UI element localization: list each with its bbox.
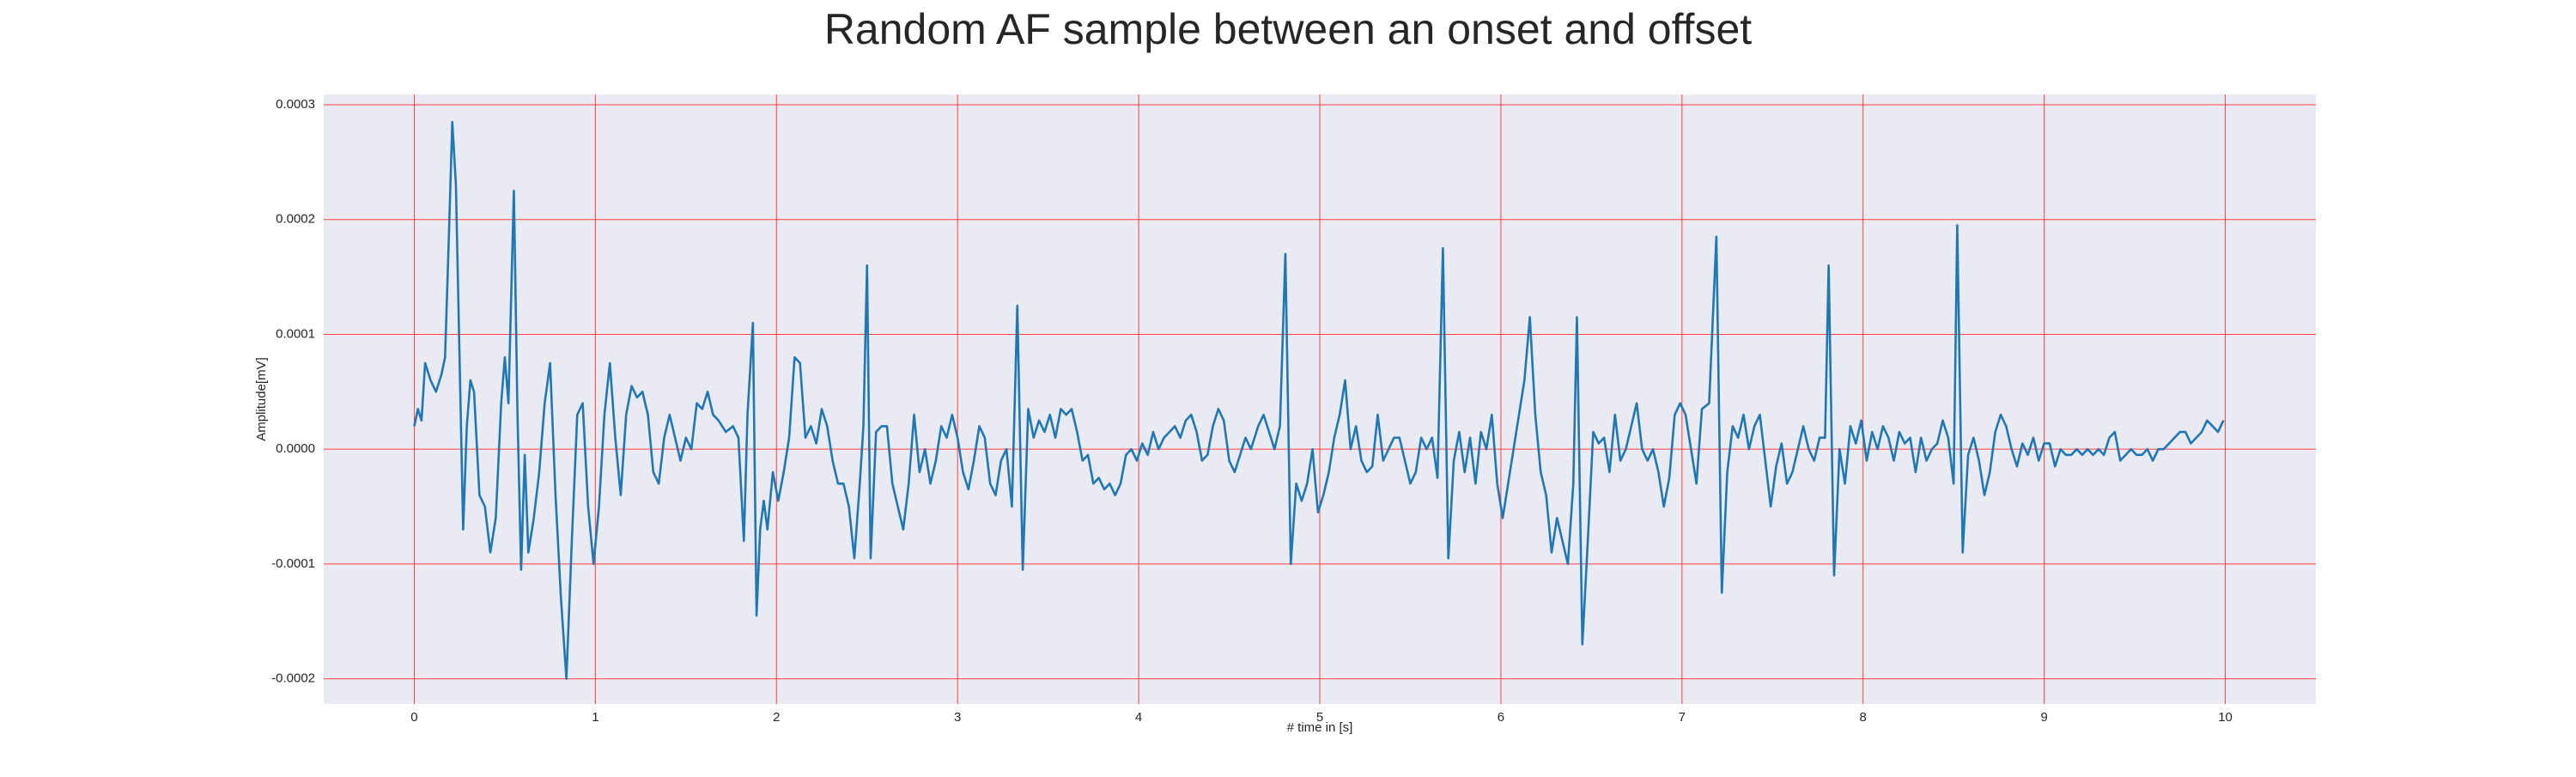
x-tick-label: 6: [1498, 710, 1504, 725]
x-tick-label: 3: [954, 710, 961, 725]
marks: [413, 120, 2225, 680]
x-tick-label: 5: [1316, 710, 1323, 725]
y-tick-label: 0.0003: [276, 97, 315, 112]
x-tick-label: 1: [592, 710, 598, 725]
y-tick-label: 0.0002: [276, 212, 315, 227]
x-tick-label: 4: [1135, 710, 1142, 725]
y-tick-label: 0.0001: [276, 326, 315, 341]
grid: [324, 94, 2316, 704]
x-tick-label: 8: [1860, 710, 1867, 725]
x-tick-label: 7: [1679, 710, 1686, 725]
chart-title: Random AF sample between an onset and of…: [824, 5, 1752, 53]
x-tick-label: 2: [773, 710, 780, 725]
y-tick-label: 0.0000: [276, 441, 315, 456]
signal-line: [413, 120, 2225, 680]
x-tick-label: 9: [2040, 710, 2047, 725]
y-axis-label: Amplitude[mV]: [254, 357, 269, 441]
y-tick-label: -0.0002: [271, 671, 315, 686]
y-tick-label: -0.0001: [271, 556, 315, 571]
x-tick-label: 10: [2218, 710, 2233, 725]
x-axis-label: # time in [s]: [1287, 720, 1353, 735]
x-tick-label: 0: [410, 710, 417, 725]
